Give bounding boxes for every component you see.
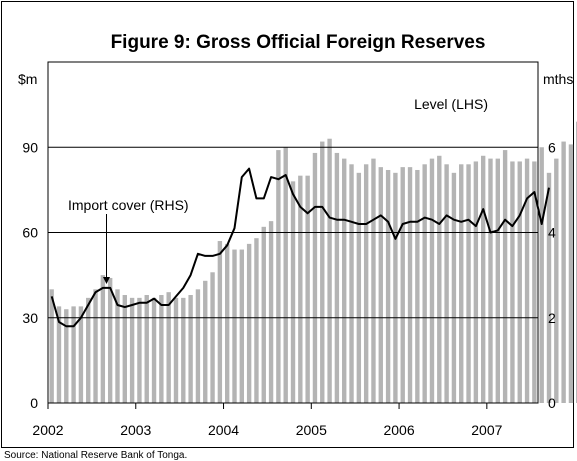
level-bar	[56, 306, 62, 403]
level-bar	[283, 147, 288, 403]
level-bar	[495, 158, 500, 403]
level-bar	[246, 243, 252, 403]
level-bar	[107, 277, 113, 403]
level-bar	[524, 158, 530, 403]
level-bar	[437, 155, 442, 403]
right-axis-unit: mths	[543, 71, 573, 87]
level-bar	[371, 158, 376, 403]
level-bar	[254, 238, 259, 403]
level-bar	[78, 306, 84, 403]
level-bar	[532, 161, 537, 403]
level-bar	[151, 297, 157, 403]
x-tick-label: 2007	[471, 422, 502, 438]
chart-frame	[1, 1, 574, 448]
level-bar	[144, 295, 149, 403]
level-bar	[159, 295, 164, 403]
level-bar	[466, 164, 471, 403]
x-tick-label: 2003	[120, 422, 151, 438]
level-bar	[224, 243, 230, 403]
import-cover-line	[50, 167, 550, 328]
level-bar	[195, 289, 201, 403]
left-tick-label: 90	[22, 139, 38, 155]
x-tick-label: 2002	[32, 422, 63, 438]
level-bar	[49, 289, 54, 403]
source-note: Source: National Reserve Bank of Tonga.	[4, 450, 187, 461]
level-bar	[181, 297, 186, 403]
level-bar	[261, 226, 266, 403]
level-bar	[502, 150, 508, 403]
level-bar	[290, 181, 296, 403]
right-tick-label: 2	[548, 310, 556, 326]
x-tick-label: 2005	[296, 422, 327, 438]
level-bar	[86, 297, 91, 403]
level-bar	[298, 175, 303, 403]
level-bar	[122, 295, 127, 403]
level-bar	[268, 221, 274, 403]
level-bar	[100, 275, 106, 403]
level-bar	[137, 297, 142, 403]
level-bar	[115, 289, 120, 403]
level-bar	[305, 175, 310, 403]
level-bar	[173, 297, 179, 403]
level-bar	[510, 161, 515, 403]
level-bar	[561, 141, 566, 404]
level-bar	[71, 306, 76, 403]
level-bar	[334, 152, 340, 403]
level-bar	[378, 167, 383, 403]
left-axis-unit: $m	[18, 71, 37, 87]
left-tick-label: 60	[22, 225, 38, 241]
annotation-arrowhead	[103, 277, 111, 284]
level-bar	[217, 241, 223, 403]
level-bar	[400, 167, 405, 403]
level-bar	[239, 249, 245, 403]
level-bar	[64, 309, 69, 403]
level-bar	[459, 164, 464, 403]
level-bar	[276, 150, 281, 403]
left-tick-label: 30	[22, 310, 38, 326]
x-tick-label: 2006	[383, 422, 414, 438]
level-bar	[166, 292, 171, 403]
left-tick-label: 0	[30, 395, 38, 411]
level-bar	[539, 147, 544, 403]
level-bar	[429, 158, 435, 403]
level-bar	[320, 141, 325, 404]
plot-area: 0 30 60 90 0 2 4 6 2002 2003 2004 2005 2006 2007 Level…	[22, 61, 577, 438]
level-bar	[93, 289, 98, 403]
level-bar	[480, 155, 486, 403]
chart-title: Figure 9: Gross Official Foreign Reserve…	[111, 32, 486, 53]
level-bar	[232, 249, 237, 403]
level-bar	[546, 172, 552, 403]
level-bar	[473, 161, 479, 403]
level-bar	[363, 164, 369, 403]
level-bar	[210, 272, 215, 403]
level-bar	[129, 297, 135, 403]
level-bar	[342, 158, 347, 403]
level-bar	[385, 169, 391, 403]
level-bar	[444, 164, 449, 403]
level-bar	[203, 280, 208, 403]
level-bar	[312, 152, 318, 403]
level-bar	[327, 138, 332, 403]
level-bar	[356, 172, 362, 403]
right-tick-label: 6	[548, 139, 556, 155]
right-tick-label: 0	[548, 395, 556, 411]
level-bar	[415, 169, 420, 403]
import-cover-annotation: Import cover (RHS)	[68, 197, 189, 213]
level-bar	[451, 172, 457, 403]
level-bar	[554, 158, 559, 403]
level-bar	[488, 158, 493, 403]
x-tick-label: 2004	[208, 422, 239, 438]
level-bar	[407, 167, 413, 403]
level-annotation: Level (LHS)	[414, 96, 488, 112]
level-bar	[517, 161, 522, 403]
level-bar	[422, 164, 427, 403]
level-bar	[568, 144, 574, 404]
level-bar	[349, 164, 354, 403]
level-bar	[393, 172, 398, 403]
level-bar	[188, 295, 193, 403]
plot-border	[47, 61, 539, 404]
right-tick-label: 4	[548, 225, 556, 241]
